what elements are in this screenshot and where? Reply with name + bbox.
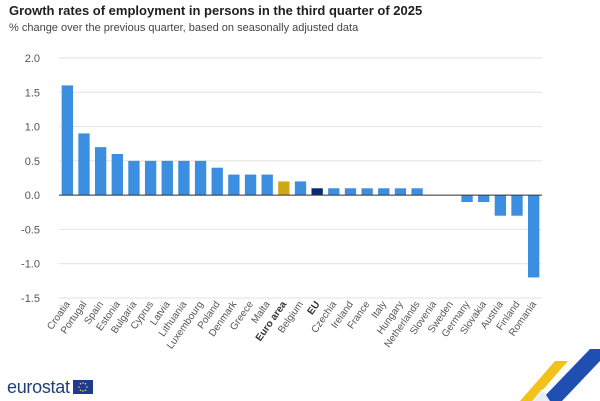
y-tick-label: -1.5 <box>21 293 40 305</box>
y-tick-label: 0.0 <box>25 190 40 202</box>
bar <box>478 195 490 202</box>
y-tick-label: -1.0 <box>21 259 40 271</box>
bar <box>261 174 273 196</box>
eurostat-logo: eurostat <box>7 376 93 398</box>
bar <box>344 188 357 196</box>
bar <box>461 195 473 202</box>
bar <box>528 195 540 278</box>
eurostat-logo-text: eurostat <box>7 376 70 397</box>
bar <box>394 188 407 196</box>
bar <box>411 188 423 196</box>
bar <box>211 167 223 196</box>
bar <box>94 147 107 196</box>
bar <box>311 188 323 196</box>
bar <box>78 133 90 196</box>
bar <box>61 85 73 196</box>
y-tick-label: 2.0 <box>25 53 40 65</box>
bar <box>494 195 507 216</box>
y-tick-label: 1.5 <box>25 87 40 99</box>
bar <box>278 181 290 196</box>
y-tick-label: 1.0 <box>25 122 40 134</box>
y-tick-label: -0.5 <box>21 224 40 236</box>
bar <box>178 160 190 196</box>
bar <box>328 188 340 196</box>
chart-subtitle: % change over the previous quarter, base… <box>9 22 359 34</box>
bar <box>244 174 257 196</box>
bar <box>511 195 523 216</box>
bar <box>111 154 123 196</box>
corner-decoration <box>520 349 600 401</box>
bar <box>194 160 207 196</box>
bar <box>378 188 390 196</box>
bar <box>144 160 157 196</box>
bar <box>361 188 373 196</box>
eu-flag-icon <box>72 380 93 394</box>
bar <box>228 174 240 196</box>
y-tick-label: 0.5 <box>25 156 40 168</box>
bar <box>294 181 307 196</box>
bar <box>128 160 140 196</box>
chart-title: Growth rates of employment in persons in… <box>9 3 423 18</box>
bar <box>161 160 173 196</box>
